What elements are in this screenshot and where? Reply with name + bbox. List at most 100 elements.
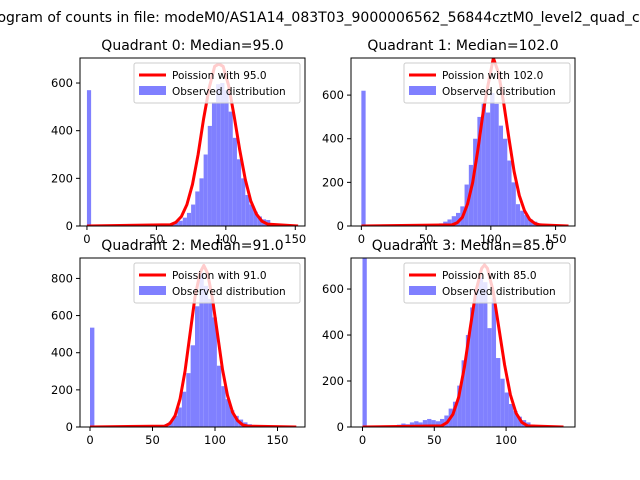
histogram-bar bbox=[224, 90, 229, 226]
histogram-bar bbox=[504, 392, 509, 427]
histogram-bar bbox=[524, 215, 529, 226]
legend-hist-swatch bbox=[139, 86, 166, 95]
histogram-bar bbox=[474, 289, 479, 427]
histogram-bar bbox=[477, 116, 482, 226]
legend-hist-swatch bbox=[139, 286, 166, 295]
legend-poisson-label: Poission with 95.0 bbox=[172, 70, 267, 82]
histogram-bar bbox=[508, 404, 514, 427]
histogram-bar bbox=[216, 365, 222, 427]
histogram-bar bbox=[186, 212, 192, 226]
histogram-bar bbox=[457, 385, 462, 427]
x-tick-label: 50 bbox=[427, 433, 442, 447]
histogram-bar bbox=[481, 103, 486, 226]
histogram-bar bbox=[199, 178, 204, 226]
figure-title: Histogram of counts in file: modeM0/AS1A… bbox=[0, 10, 640, 26]
y-tick-label: 600 bbox=[51, 309, 73, 323]
histogram-bar bbox=[181, 391, 187, 427]
quadrant-0-panel: 0 50 100 150 0 200 400 600 Quadrant 0: Median=95… bbox=[51, 38, 306, 246]
histogram-bar bbox=[409, 422, 415, 427]
histogram-bar bbox=[186, 373, 191, 427]
y-tick-label: 200 bbox=[322, 175, 344, 189]
histogram-bar bbox=[195, 191, 200, 226]
y-tick-label: 200 bbox=[51, 171, 73, 185]
legend-observed-label: Observed distribution bbox=[172, 86, 286, 98]
legend: Poission with 91.0 Observed distribution bbox=[133, 262, 301, 304]
histogram-bar bbox=[440, 418, 445, 427]
histogram-bar bbox=[431, 420, 436, 427]
axes-frame bbox=[350, 57, 576, 227]
legend-observed-label: Observed distribution bbox=[172, 286, 286, 298]
x-tick-label: 100 bbox=[215, 232, 237, 246]
histogram-bar bbox=[203, 154, 208, 226]
histogram-bar bbox=[465, 335, 471, 427]
y-tick-label: 0 bbox=[66, 219, 73, 233]
histogram-bar bbox=[178, 220, 183, 226]
histogram-bar bbox=[174, 221, 179, 226]
quadrant-1-title: Quadrant 1: Median=102.0 bbox=[367, 38, 558, 54]
histogram-bar bbox=[451, 216, 457, 226]
histogram-bar bbox=[230, 410, 235, 427]
x-tick-label: 150 bbox=[284, 232, 306, 246]
axes-frame bbox=[79, 57, 306, 227]
legend-box bbox=[133, 62, 301, 104]
histogram-bar bbox=[427, 418, 432, 427]
quadrant-0-title: Quadrant 0: Median=95.0 bbox=[101, 38, 283, 54]
histogram-bar bbox=[249, 204, 254, 226]
quadrant-2-panel: 0 50 100 150 0 200 400 600 800 Quadrant 2: Median… bbox=[51, 238, 306, 447]
x-tick-label: 150 bbox=[267, 433, 289, 447]
y-tick-label: 800 bbox=[51, 271, 73, 285]
quadrant-2-title: Quadrant 2: Median=91.0 bbox=[101, 238, 283, 254]
histogram-bar bbox=[461, 360, 466, 427]
histogram-bar bbox=[257, 216, 262, 226]
y-tick-label: 400 bbox=[322, 132, 344, 146]
histogram-bar bbox=[221, 386, 226, 427]
histogram-bar bbox=[190, 345, 195, 427]
histogram-bar bbox=[212, 317, 217, 427]
x-tick-label: 0 bbox=[83, 232, 90, 246]
y-tick-label: 600 bbox=[51, 76, 73, 90]
legend-box bbox=[133, 262, 301, 304]
histogram-bar bbox=[487, 328, 492, 427]
histogram-bar bbox=[470, 307, 475, 427]
quadrant-1-panel: 0 50 100 150 0 200 400 600 Quadrant 1: Median=10… bbox=[322, 38, 576, 246]
x-tick-label: 0 bbox=[86, 433, 93, 447]
histogram-bar bbox=[191, 204, 196, 226]
histogram-bar bbox=[173, 415, 178, 427]
x-tick-label: 150 bbox=[545, 232, 567, 246]
histogram-bar bbox=[496, 358, 501, 427]
y-tick-label: 0 bbox=[66, 420, 73, 434]
legend-observed-label: Observed distribution bbox=[442, 86, 556, 98]
histogram-bar bbox=[422, 420, 428, 427]
legend: Poission with 85.0 Observed distribution bbox=[403, 262, 571, 304]
histogram-bar bbox=[517, 416, 522, 427]
x-tick-label: 50 bbox=[149, 232, 164, 246]
histogram-bar bbox=[207, 125, 212, 226]
x-tick-label: 100 bbox=[480, 232, 502, 246]
y-tick-label: 0 bbox=[337, 219, 344, 233]
histogram-bar bbox=[483, 282, 488, 427]
histogram-bar bbox=[220, 83, 225, 226]
histogram-bar bbox=[435, 421, 441, 427]
x-tick-label: 100 bbox=[495, 433, 517, 447]
histogram-bar bbox=[195, 306, 200, 427]
histogram-bar bbox=[241, 178, 246, 226]
histogram-bar bbox=[225, 399, 230, 427]
quadrant-3-title: Quadrant 3: Median=85.0 bbox=[372, 238, 554, 254]
histogram-bar bbox=[236, 159, 242, 226]
legend-poisson-label: Poission with 91.0 bbox=[172, 270, 267, 282]
histogram-bar bbox=[478, 277, 484, 427]
legend-poisson-label: Poission with 85.0 bbox=[442, 270, 537, 282]
histogram-bar bbox=[452, 401, 458, 427]
legend-observed-label: Observed distribution bbox=[442, 286, 556, 298]
y-tick-label: 0 bbox=[337, 420, 344, 434]
axes-frame bbox=[350, 257, 576, 428]
histogram-bar bbox=[456, 212, 461, 226]
legend-box bbox=[403, 62, 571, 104]
histogram-bar bbox=[245, 195, 250, 226]
y-tick-label: 600 bbox=[322, 88, 344, 102]
histogram-bar bbox=[216, 84, 221, 226]
legend-hist-swatch bbox=[409, 86, 436, 95]
histogram-bar bbox=[515, 204, 521, 226]
quadrant-0-plot-area bbox=[86, 62, 299, 226]
